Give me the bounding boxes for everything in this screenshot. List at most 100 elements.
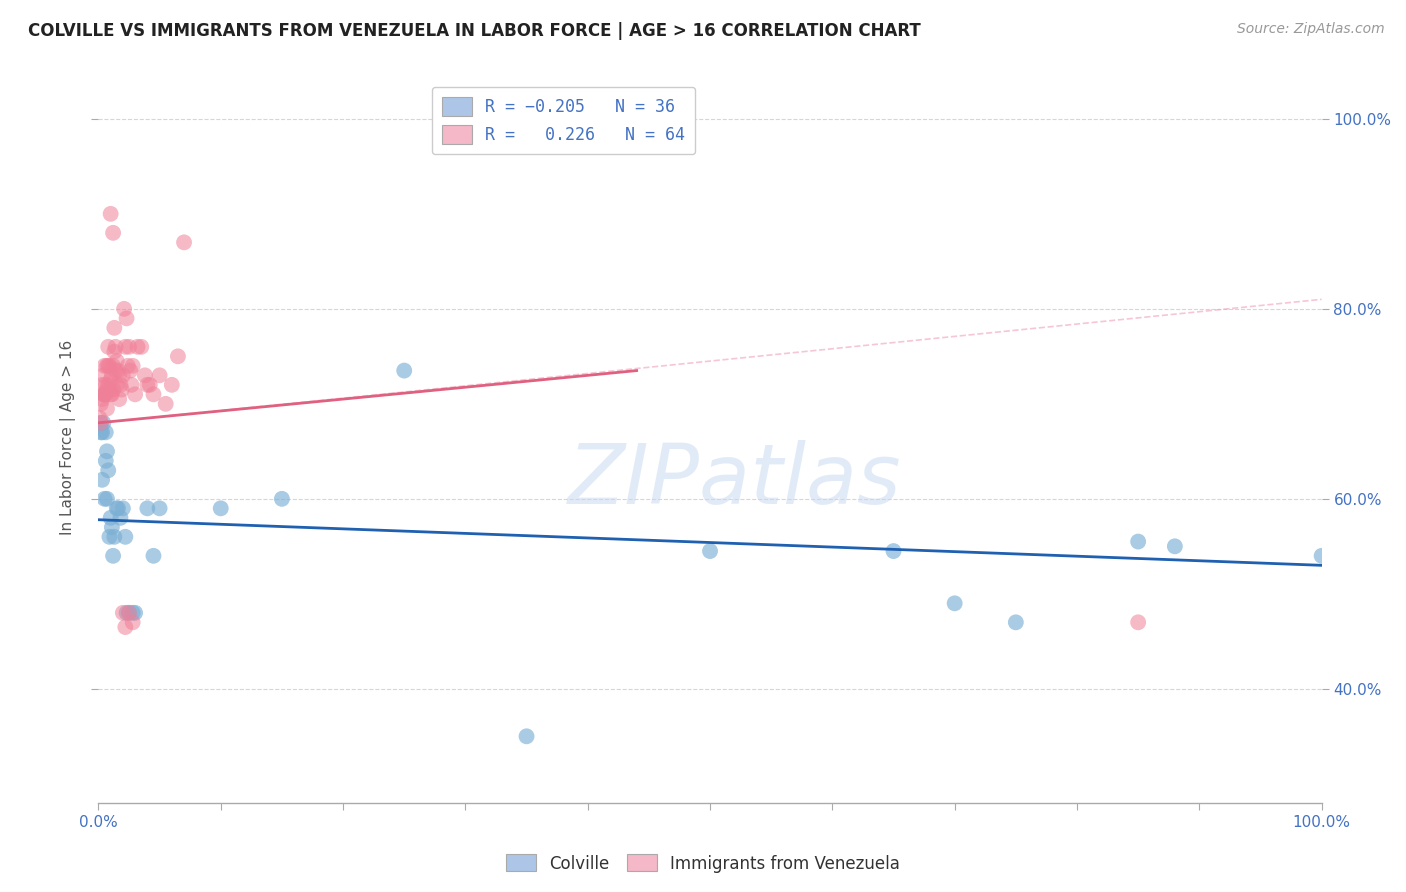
Point [115,606,138,620]
Point [155,397,177,411]
Point [103,530,125,544]
Point [94,387,117,401]
Point [117,359,139,373]
Text: ZIPatlas: ZIPatlas [568,441,901,522]
Point [98,530,121,544]
Point [104,340,127,354]
Point [90,425,112,440]
Point [139,377,162,392]
Point [110,511,132,525]
Point [114,530,136,544]
Point [127,340,149,354]
Text: COLVILLE VS IMMIGRANTS FROM VENEZUELA IN LABOR FORCE | AGE > 16 CORRELATION CHAR: COLVILLE VS IMMIGRANTS FROM VENEZUELA IN… [28,22,921,40]
Point [101,226,124,240]
Point [134,368,156,383]
Point [96,444,118,458]
Point [111,606,134,620]
Point [1310,549,1333,563]
Point [142,387,165,401]
Point [90,397,112,411]
Point [114,340,136,354]
Point [149,501,172,516]
Point [392,363,416,377]
Point [101,387,124,401]
Point [108,392,131,406]
Point [270,491,294,506]
Point [114,620,136,634]
Point [94,377,117,392]
Point [94,425,117,440]
Point [1004,615,1026,630]
Point [100,207,122,221]
Point [105,501,128,516]
Point [105,377,128,392]
Point [142,549,165,563]
Point [110,377,132,392]
Point [1128,615,1150,630]
Point [93,359,115,373]
Point [97,463,120,477]
Point [160,377,183,392]
Point [118,606,141,620]
Point [94,454,117,468]
Point [883,544,905,558]
Point [97,359,120,373]
Point [91,416,114,430]
Point [120,377,142,392]
Point [96,359,118,373]
Point [96,491,118,506]
Point [101,520,124,534]
Point [101,359,124,373]
Point [90,416,112,430]
Point [98,383,121,397]
Y-axis label: In Labor Force | Age > 16: In Labor Force | Age > 16 [59,340,76,534]
Point [93,387,115,401]
Point [100,387,122,401]
Point [103,344,125,359]
Point [111,501,134,516]
Point [107,363,129,377]
Point [121,359,143,373]
Point [124,387,146,401]
Point [149,368,172,383]
Point [97,340,120,354]
Point [101,549,124,563]
Point [515,729,537,743]
Point [101,383,124,397]
Legend: R = −0.205   N = 36, R =   0.226   N = 64: R = −0.205 N = 36, R = 0.226 N = 64 [432,87,695,153]
Point [104,363,127,377]
Point [91,368,114,383]
Point [120,363,142,377]
Point [93,387,115,401]
Point [129,340,152,354]
Point [699,544,721,558]
Point [100,511,122,525]
Point [96,383,118,397]
Point [91,425,114,440]
Point [90,416,112,430]
Text: Source: ZipAtlas.com: Source: ZipAtlas.com [1237,22,1385,37]
Point [98,359,121,373]
Point [136,501,159,516]
Point [943,596,966,610]
Point [108,368,131,383]
Point [112,301,135,316]
Point [1164,539,1187,553]
Point [100,373,122,387]
Point [121,615,143,630]
Point [121,606,143,620]
Point [91,377,114,392]
Point [97,377,120,392]
Point [105,354,128,368]
Point [91,392,114,406]
Legend: Colville, Immigrants from Venezuela: Colville, Immigrants from Venezuela [499,847,907,880]
Point [93,491,115,506]
Point [111,383,134,397]
Point [167,349,190,363]
Point [173,235,195,250]
Point [1128,534,1150,549]
Point [101,368,124,383]
Point [91,473,114,487]
Point [103,321,125,335]
Point [111,368,134,383]
